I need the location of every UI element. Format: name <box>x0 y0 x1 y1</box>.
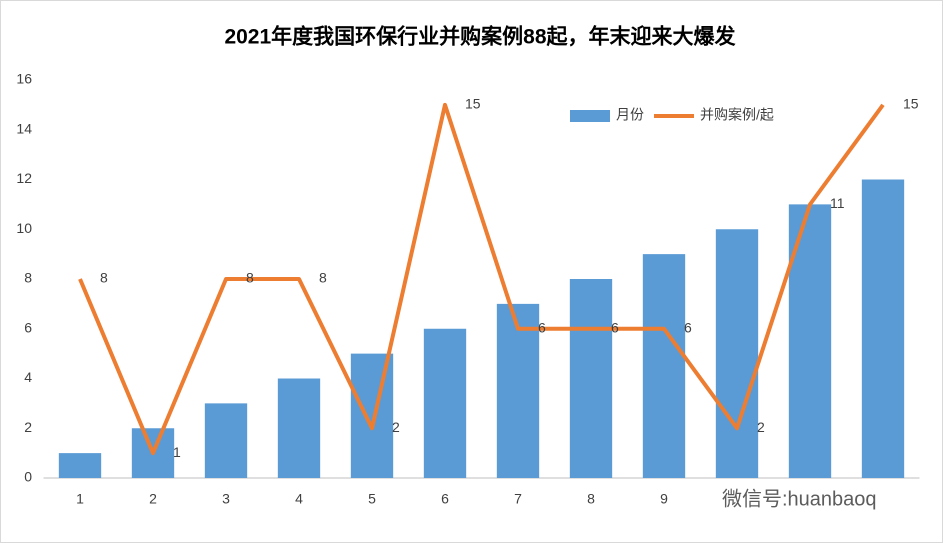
x-tick-label: 4 <box>295 491 303 507</box>
chart-title: 2021年度我国环保行业并购案例88起，年末迎来大爆发 <box>224 25 736 49</box>
legend-label: 并购案例/起 <box>700 107 774 123</box>
x-tick-label: 7 <box>514 491 522 507</box>
bar <box>496 303 540 478</box>
x-tick-label: 3 <box>222 491 230 507</box>
watermark: 微信号:huanbaoq <box>722 487 877 510</box>
y-tick-label: 16 <box>16 71 32 87</box>
legend-label: 月份 <box>616 107 644 123</box>
y-tick-label: 4 <box>24 369 32 385</box>
data-label: 15 <box>903 96 919 112</box>
data-label: 6 <box>684 319 692 335</box>
y-tick-label: 6 <box>24 319 32 335</box>
x-tick-label: 6 <box>441 491 449 507</box>
y-tick-label: 12 <box>16 170 32 186</box>
bar <box>58 453 102 478</box>
data-label: 2 <box>392 419 400 435</box>
y-tick-label: 0 <box>24 469 32 485</box>
bar <box>715 229 759 478</box>
bar <box>861 179 905 478</box>
bar <box>423 328 467 478</box>
y-tick-label: 14 <box>16 120 32 136</box>
y-tick-label: 8 <box>24 270 32 286</box>
x-tick-label: 2 <box>149 491 157 507</box>
x-tick-label: 9 <box>660 491 668 507</box>
bar <box>350 353 394 478</box>
data-label: 11 <box>830 195 845 211</box>
data-label: 8 <box>246 270 254 286</box>
y-tick-label: 2 <box>24 419 32 435</box>
data-label: 2 <box>757 419 765 435</box>
data-label: 8 <box>319 270 327 286</box>
bar <box>569 279 613 478</box>
data-label: 8 <box>100 270 108 286</box>
data-label: 1 <box>173 444 181 460</box>
data-label: 6 <box>538 319 546 335</box>
y-tick-label: 10 <box>16 220 32 236</box>
line <box>78 102 885 456</box>
data-label: 15 <box>465 96 481 112</box>
x-tick-label: 5 <box>368 491 376 507</box>
x-tick-label: 1 <box>76 491 84 507</box>
bar <box>204 403 248 478</box>
x-tick-label: 8 <box>587 491 595 507</box>
data-label: 6 <box>611 319 619 335</box>
bar <box>642 254 686 478</box>
legend-swatch <box>570 110 610 122</box>
bar <box>277 378 321 478</box>
